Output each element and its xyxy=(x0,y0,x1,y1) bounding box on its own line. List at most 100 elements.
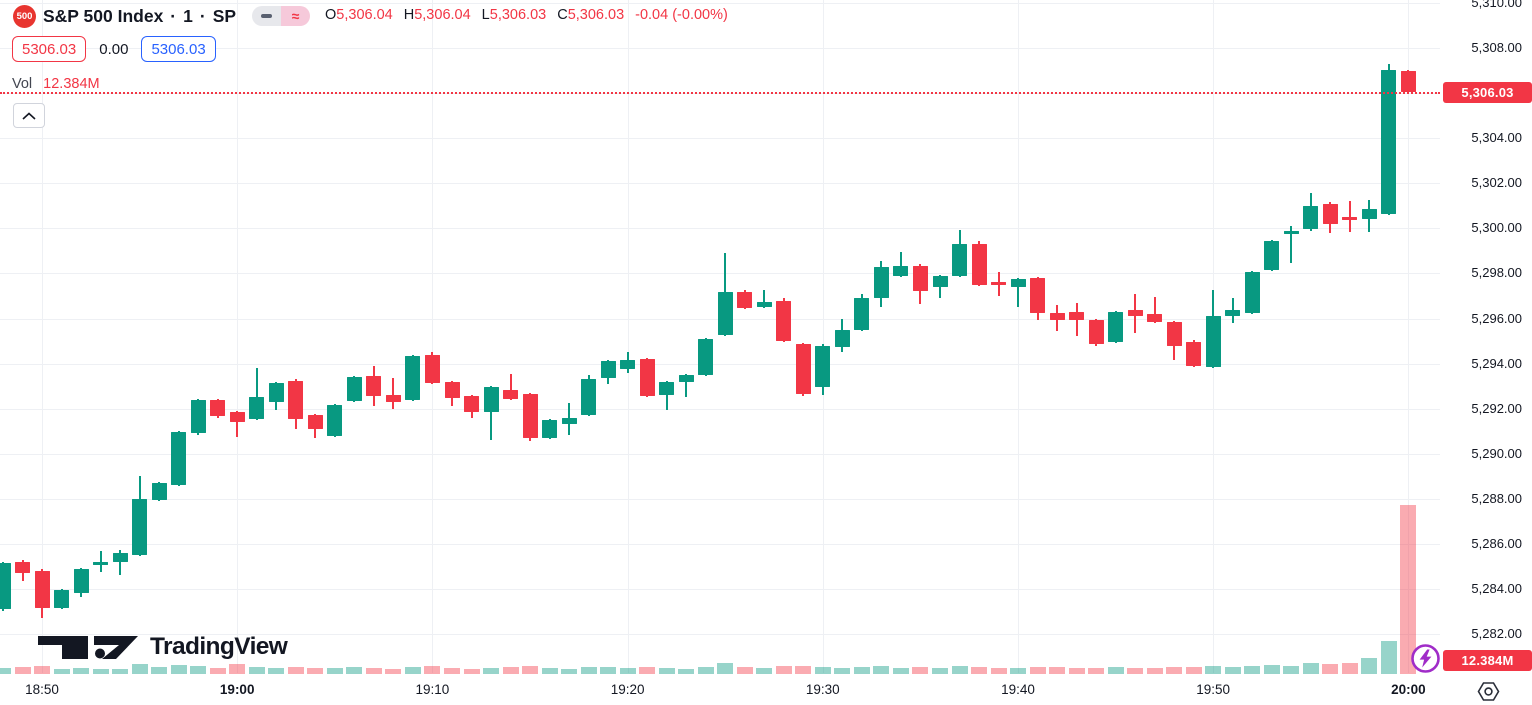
volume-bar xyxy=(990,668,1007,674)
price-chart-pane[interactable] xyxy=(0,0,1440,676)
approx-icon: ≈ xyxy=(291,8,300,24)
candle-body xyxy=(1303,205,1319,230)
volume-bar xyxy=(502,666,519,674)
candle-body xyxy=(737,291,753,309)
candle-wick xyxy=(490,386,492,441)
grid-line-vertical xyxy=(432,0,434,673)
legend-dash-toggle[interactable] xyxy=(252,6,281,26)
price-axis[interactable]: 5,310.00 5,308.00 5,304.00 5,302.00 5,300.00… xyxy=(1440,0,1532,705)
volume-bar xyxy=(522,665,538,674)
candle-body xyxy=(1361,209,1377,220)
time-tick-label: 19:10 xyxy=(415,682,450,697)
candle-body xyxy=(581,379,597,416)
volume-bar xyxy=(912,666,929,674)
grid-line-horizontal xyxy=(0,273,1440,275)
collapse-legend-button[interactable] xyxy=(13,103,45,128)
candle-body xyxy=(1205,316,1221,367)
candle-body xyxy=(620,360,636,370)
candle-wick xyxy=(899,252,902,277)
candle-wick xyxy=(509,373,512,400)
candle-body xyxy=(249,397,265,419)
candle-body xyxy=(132,498,148,556)
separator: · xyxy=(199,5,206,26)
grid-line-vertical xyxy=(42,0,43,673)
volume-bar xyxy=(131,664,148,674)
volume-bar xyxy=(326,667,343,674)
high-label: H xyxy=(403,7,415,23)
buy-price-button[interactable]: 5306.03 xyxy=(141,36,216,62)
candle-wick xyxy=(1290,226,1293,264)
volume-bar xyxy=(151,666,168,674)
candle-body xyxy=(307,415,323,429)
volume-bar xyxy=(1322,664,1339,674)
candle-body xyxy=(971,244,987,285)
close-label: C xyxy=(557,7,568,23)
tradingview-logo[interactable]: TradingView xyxy=(38,633,288,661)
sell-price-button[interactable]: 5306.03 xyxy=(12,36,87,62)
separator: · xyxy=(170,5,177,26)
candle-wick xyxy=(1075,302,1078,337)
candle-body xyxy=(991,282,1006,285)
candle-body xyxy=(483,387,499,412)
volume-bar xyxy=(73,668,90,674)
lightning-bolt-icon xyxy=(1411,644,1440,673)
volume-bar xyxy=(658,668,675,674)
candle-body xyxy=(717,291,733,336)
price-tick-label: 5,286.00 xyxy=(1471,535,1522,551)
candle-body xyxy=(542,419,558,438)
volume-bar xyxy=(1380,641,1397,674)
candle-body xyxy=(932,275,948,287)
candle-body xyxy=(171,432,187,486)
volume-bar xyxy=(1029,666,1046,674)
candle-body xyxy=(1322,203,1338,224)
instant-data-button[interactable] xyxy=(1410,643,1441,674)
open-value: 5,306.04 xyxy=(336,7,393,23)
volume-bar xyxy=(892,667,909,674)
volume-bar xyxy=(190,666,207,674)
volume-bar xyxy=(404,666,421,674)
candle-body xyxy=(561,417,577,425)
grid-line-horizontal xyxy=(0,543,1440,545)
volume-bar xyxy=(1224,667,1241,674)
volume-bar xyxy=(580,666,597,674)
volume-bar xyxy=(53,668,70,674)
candle-body xyxy=(346,377,362,401)
candle-body xyxy=(73,568,89,594)
symbol-title[interactable]: S&P 500 Index · 1 · SP xyxy=(43,6,236,27)
symbol-name: S&P 500 Index xyxy=(43,5,164,26)
grid-line-vertical xyxy=(822,0,824,673)
volume-bar xyxy=(853,666,870,674)
volume-bar xyxy=(1107,666,1124,674)
candle-body xyxy=(1147,314,1163,322)
candle-wick xyxy=(685,373,688,398)
volume-bar xyxy=(951,665,968,674)
chevron-up-icon xyxy=(22,111,36,120)
volume-bar xyxy=(1400,505,1417,674)
candle-body xyxy=(600,361,616,379)
volume-bar xyxy=(717,662,734,674)
grid-line-horizontal xyxy=(0,498,1440,500)
time-tick-label: 19:30 xyxy=(805,682,840,697)
price-tick-label: 5,292.00 xyxy=(1471,400,1522,416)
candle-wick xyxy=(1017,277,1019,308)
candle-body xyxy=(756,301,772,308)
volume-bar xyxy=(697,666,714,674)
candle-body xyxy=(1244,272,1260,313)
candle-body xyxy=(424,354,440,383)
legend-approx-toggle[interactable]: ≈ xyxy=(281,6,310,26)
candle-body xyxy=(327,405,343,436)
chart-settings-button[interactable] xyxy=(1476,681,1501,702)
volume-bar xyxy=(932,668,948,674)
time-axis[interactable]: 18:50 19:00 19:10 19:20 19:30 19:40 19:50 20:00 xyxy=(0,677,1440,705)
volume-bar xyxy=(14,666,31,674)
legend-toggle-pill: ≈ xyxy=(252,6,310,26)
grid-line-horizontal xyxy=(0,183,1440,185)
volume-bar xyxy=(1068,668,1085,674)
candle-body xyxy=(912,265,928,292)
quote-row: 5306.03 0.00 5306.03 xyxy=(12,36,216,62)
candle-body xyxy=(210,399,226,417)
volume-bar xyxy=(1010,667,1026,674)
candle-body xyxy=(288,380,304,419)
volume-bar xyxy=(1049,667,1066,674)
